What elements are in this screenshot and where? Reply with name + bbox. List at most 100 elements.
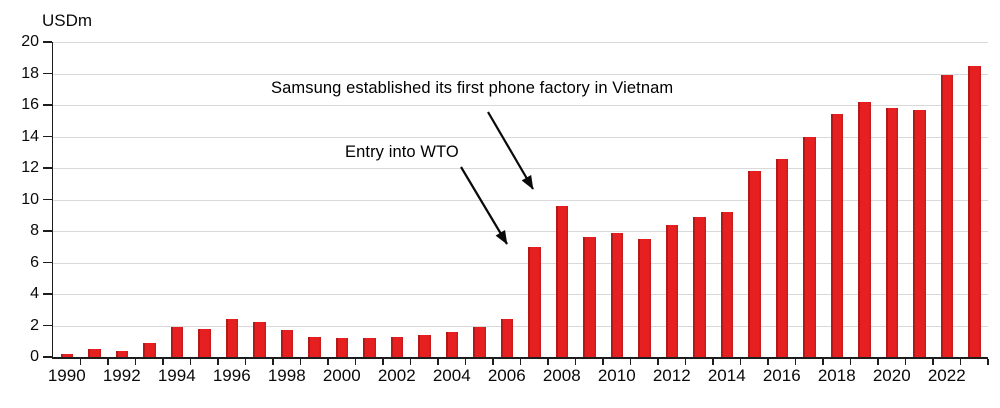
x-tick-17 (519, 358, 522, 365)
x-tick-label-2000: 2000 (322, 366, 361, 385)
x-tick-label-2012: 2012 (652, 366, 691, 385)
x-tick-label-1998: 1998 (267, 366, 306, 385)
bar-2005 (473, 327, 486, 357)
bar-2006 (500, 319, 513, 357)
x-tick-22 (657, 358, 659, 365)
bar-1996 (225, 319, 238, 357)
bar-2008 (555, 205, 568, 357)
bar-2014 (720, 212, 733, 357)
y-axis-line (51, 42, 53, 357)
bar-2000 (335, 338, 348, 357)
x-tick-8 (272, 358, 274, 365)
x-tick-31 (904, 358, 907, 365)
annotation-wto-entry: Entry into WTO (345, 143, 459, 161)
x-tick-5 (189, 358, 192, 365)
gridline-y18 (53, 73, 988, 75)
x-tick-29 (849, 358, 852, 365)
y-tick-label-20: 20 (21, 33, 39, 50)
gridline-y8 (53, 231, 988, 232)
x-tick-label-2008: 2008 (542, 366, 581, 385)
x-tick-1 (79, 358, 82, 365)
x-tick-14 (437, 358, 439, 365)
bar-1997 (253, 322, 266, 357)
y-tick-label-18: 18 (21, 64, 39, 82)
gridline-y4 (53, 294, 988, 295)
x-tick-34 (987, 358, 989, 365)
x-tick-2 (107, 358, 109, 365)
x-tick-label-2006: 2006 (487, 366, 526, 385)
x-tick-25 (739, 358, 742, 365)
y-tick-0 (43, 356, 52, 358)
bar-2004 (445, 331, 458, 357)
bar-1993 (143, 342, 156, 357)
x-tick-label-2002: 2002 (377, 366, 416, 385)
y-tick-label-6: 6 (30, 253, 39, 271)
x-tick-32 (932, 358, 934, 365)
bar-2003 (418, 334, 431, 357)
gridline-y10 (53, 199, 988, 201)
x-tick-23 (684, 358, 687, 365)
y-tick-6 (43, 261, 52, 264)
x-tick-label-2014: 2014 (707, 366, 746, 385)
y-tick-10 (43, 198, 52, 201)
gridline-y20 (53, 42, 988, 43)
bar-1999 (308, 336, 321, 357)
x-tick-label-2016: 2016 (762, 366, 801, 385)
x-tick-3 (134, 358, 137, 365)
y-tick-label-12: 12 (21, 159, 39, 176)
bar-1998 (280, 330, 293, 357)
x-tick-label-1992: 1992 (102, 366, 141, 385)
y-tick-label-10: 10 (21, 190, 39, 208)
y-tick-18 (43, 72, 52, 75)
y-axis-labels: 0 2 4 6 8 10 12 14 16 18 20 (0, 33, 39, 365)
bar-2015 (748, 171, 761, 357)
bar-1991 (88, 349, 101, 357)
x-tick-label-2022: 2022 (927, 366, 966, 385)
x-axis-labels: 1990 1992 1994 1996 1998 2000 2002 2004 2006 2008… (48, 366, 988, 390)
bar-2012 (665, 224, 678, 357)
x-tick-label-1994: 1994 (157, 366, 196, 385)
x-tick-label-2018: 2018 (817, 366, 856, 385)
x-tick-24 (712, 358, 714, 365)
bar-1992 (115, 350, 128, 357)
bar-2017 (803, 136, 816, 357)
x-tick-28 (822, 358, 824, 365)
y-tick-8 (43, 230, 52, 232)
y-tick-16 (43, 104, 52, 106)
x-tick-15 (464, 358, 467, 365)
bar-2018 (830, 114, 843, 357)
bar-2002 (390, 336, 403, 357)
bar-1995 (198, 328, 211, 357)
bar-2011 (638, 238, 651, 357)
plot-area (43, 41, 989, 365)
x-tick-27 (794, 358, 797, 365)
bar-2001 (363, 338, 376, 357)
x-tick-7 (244, 358, 247, 365)
x-tick-4 (162, 358, 164, 365)
bar-2013 (693, 216, 706, 357)
y-tick-label-2: 2 (30, 316, 39, 334)
bar-1990 (60, 353, 73, 357)
bar-2023 (968, 65, 981, 357)
x-tick-26 (767, 358, 769, 365)
x-tick-label-2020: 2020 (872, 366, 911, 385)
bar-1994 (170, 327, 183, 357)
y-tick-2 (43, 324, 52, 327)
bar-2010 (610, 232, 623, 357)
x-tick-21 (629, 358, 632, 365)
x-tick-label-1996: 1996 (212, 366, 251, 385)
x-tick-11 (354, 358, 357, 365)
x-tick-16 (492, 358, 494, 365)
gridline-y6 (53, 262, 988, 264)
x-tick-label-1990: 1990 (47, 366, 86, 385)
y-tick-label-0: 0 (30, 348, 39, 365)
x-tick-19 (574, 358, 577, 365)
x-tick-33 (959, 358, 962, 365)
x-tick-13 (409, 358, 412, 365)
bar-2021 (913, 109, 926, 357)
bar-2022 (940, 75, 953, 357)
x-tick-9 (299, 358, 302, 365)
x-tick-label-2004: 2004 (432, 366, 471, 385)
y-axis-unit-label: USDm (42, 11, 93, 30)
